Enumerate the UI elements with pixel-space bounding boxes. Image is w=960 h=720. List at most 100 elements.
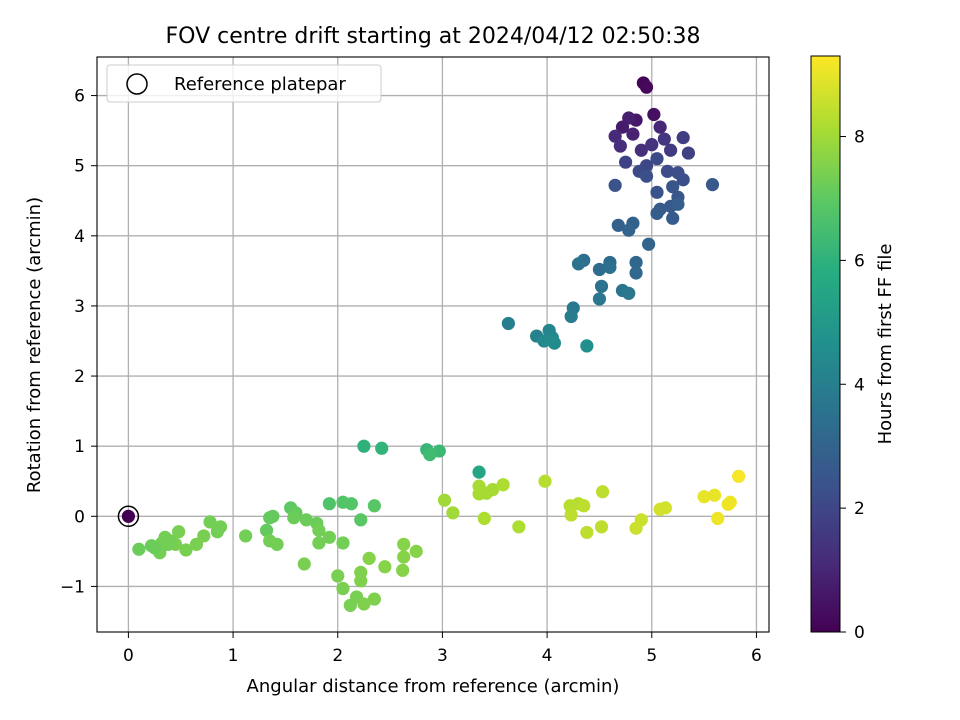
data-point bbox=[367, 592, 381, 606]
data-point bbox=[172, 525, 186, 539]
data-point bbox=[705, 178, 720, 192]
data-point bbox=[711, 511, 725, 526]
data-point bbox=[613, 139, 627, 153]
data-point bbox=[367, 499, 381, 513]
data-point bbox=[658, 501, 672, 515]
y-axis-ticks: −1 0 1 2 3 4 5 6 bbox=[60, 87, 97, 597]
colorbar-tick-label: 2 bbox=[854, 499, 865, 519]
data-point bbox=[594, 520, 609, 534]
data-point bbox=[161, 537, 175, 551]
y-axis-label: Rotation from reference (arcmin) bbox=[24, 197, 45, 493]
data-point bbox=[322, 497, 336, 511]
data-point bbox=[629, 266, 643, 280]
data-point bbox=[144, 539, 159, 553]
data-point bbox=[626, 127, 640, 141]
y-tick-label: 6 bbox=[74, 87, 85, 107]
legend-entry-reference: Reference platepar bbox=[174, 74, 346, 95]
x-tick-label: 2 bbox=[332, 646, 343, 666]
data-point bbox=[639, 169, 654, 183]
data-point bbox=[666, 180, 680, 194]
data-point bbox=[642, 237, 656, 251]
data-point bbox=[647, 107, 661, 122]
data-point bbox=[681, 146, 696, 160]
data-point bbox=[580, 525, 594, 540]
data-point bbox=[239, 529, 253, 543]
data-point bbox=[501, 316, 515, 331]
data-point bbox=[608, 178, 622, 192]
y-tick-label: 1 bbox=[74, 437, 85, 457]
data-point bbox=[397, 537, 411, 551]
y-tick-label: 3 bbox=[74, 297, 85, 317]
colorbar: 0 2 4 6 8 Hours from first FF file bbox=[810, 55, 896, 643]
data-point bbox=[622, 111, 636, 125]
x-tick-label: 1 bbox=[228, 646, 239, 666]
data-point bbox=[666, 211, 680, 225]
data-point bbox=[496, 478, 510, 492]
data-point bbox=[266, 509, 280, 523]
data-point bbox=[564, 508, 578, 522]
data-point bbox=[354, 513, 368, 527]
data-point bbox=[650, 152, 664, 166]
data-point bbox=[650, 206, 664, 220]
plot-frame bbox=[96, 56, 770, 633]
data-point bbox=[622, 223, 636, 237]
data-point bbox=[203, 515, 217, 529]
data-point bbox=[477, 511, 491, 526]
data-point bbox=[336, 581, 350, 596]
data-point bbox=[354, 574, 368, 588]
data-point bbox=[592, 292, 607, 306]
data-point bbox=[592, 262, 607, 277]
data-point bbox=[634, 143, 648, 157]
legend: Reference platepar bbox=[106, 64, 382, 103]
data-point bbox=[538, 474, 552, 488]
data-point bbox=[396, 563, 410, 577]
data-point bbox=[336, 536, 350, 550]
x-axis-ticks: 0 1 2 3 4 5 6 bbox=[123, 632, 762, 666]
data-point bbox=[423, 447, 437, 462]
data-point bbox=[608, 129, 622, 143]
data-point bbox=[537, 334, 551, 348]
data-point bbox=[375, 441, 389, 455]
data-point bbox=[312, 523, 326, 537]
colorbar-tick-label: 6 bbox=[854, 251, 865, 271]
data-point bbox=[664, 143, 678, 157]
colorbar-ticks: 0 2 4 6 8 bbox=[840, 128, 865, 643]
reference-marker bbox=[117, 505, 140, 528]
x-tick-label: 4 bbox=[542, 646, 553, 666]
reference-point-icon bbox=[117, 505, 140, 528]
data-point bbox=[132, 542, 146, 556]
legend-marker-reference-icon bbox=[126, 73, 148, 95]
legend-box bbox=[106, 64, 382, 103]
data-point bbox=[287, 511, 301, 525]
data-point bbox=[446, 506, 460, 520]
data-point bbox=[721, 497, 735, 511]
y-tick-label: 4 bbox=[74, 227, 85, 247]
data-point bbox=[189, 537, 204, 551]
y-tick-label: 5 bbox=[74, 157, 85, 177]
data-point bbox=[357, 439, 371, 453]
x-axis-label: Angular distance from reference (arcmin) bbox=[247, 676, 620, 697]
data-point bbox=[121, 509, 136, 523]
data-point bbox=[660, 164, 675, 178]
x-tick-label: 6 bbox=[751, 646, 762, 666]
data-point bbox=[594, 279, 609, 293]
colorbar-tick-label: 4 bbox=[854, 375, 865, 395]
data-point bbox=[210, 525, 224, 539]
data-point bbox=[577, 499, 591, 513]
data-point bbox=[297, 557, 311, 571]
data-point bbox=[611, 218, 625, 232]
data-point bbox=[603, 260, 617, 274]
data-point bbox=[707, 488, 722, 502]
chart-title: FOV centre drift starting at 2024/04/12 … bbox=[166, 24, 701, 49]
data-point bbox=[547, 336, 562, 350]
data-point bbox=[697, 490, 711, 504]
data-point bbox=[639, 80, 654, 94]
data-point bbox=[486, 483, 500, 497]
data-point bbox=[322, 530, 336, 544]
data-point bbox=[344, 497, 358, 511]
data-point bbox=[732, 469, 746, 483]
colorbar-label: Hours from first FF file bbox=[875, 244, 896, 445]
data-point bbox=[653, 120, 667, 134]
